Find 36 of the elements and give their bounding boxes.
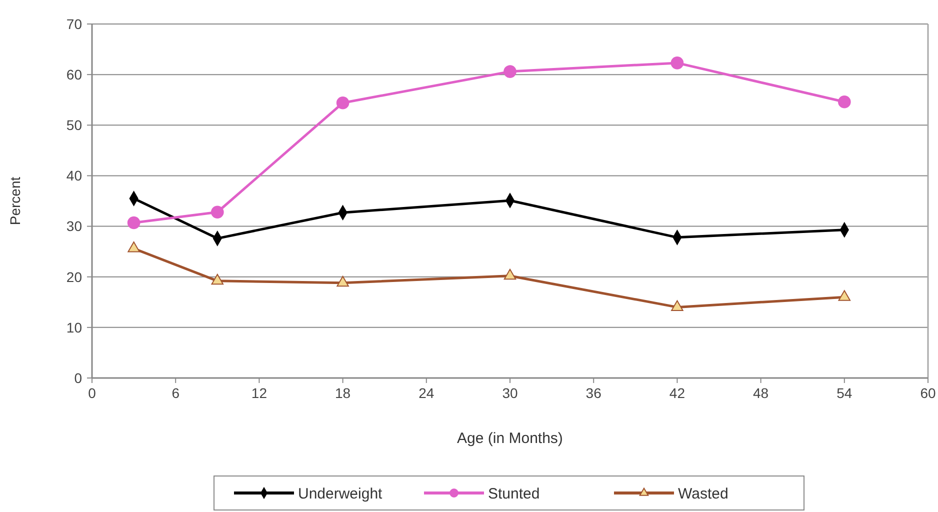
legend-label: Stunted [488, 485, 540, 502]
legend-label: Underweight [298, 485, 384, 502]
x-tick-label: 54 [836, 385, 852, 401]
point [671, 300, 684, 311]
x-tick-label: 6 [172, 385, 180, 401]
legend-label: Wasted [678, 485, 728, 502]
point [670, 56, 684, 70]
y-tick-label: 10 [66, 319, 82, 336]
x-tick-label: 0 [88, 385, 96, 401]
y-tick-label: 30 [66, 218, 82, 234]
point [838, 95, 851, 108]
x-tick-label: 18 [335, 385, 351, 401]
point [211, 274, 224, 285]
y-tick-label: 20 [66, 268, 82, 285]
x-axis-title: Age (in Months) [457, 430, 563, 447]
point [336, 96, 350, 110]
x-tick-label: 12 [251, 385, 268, 401]
y-tick-label: 50 [66, 117, 82, 134]
x-tick-label: 30 [502, 385, 518, 401]
point [504, 268, 516, 280]
point [838, 290, 851, 301]
y-axis-title: Percent [7, 176, 23, 226]
x-tick-label: 60 [920, 385, 936, 401]
x-tick-label: 24 [418, 385, 434, 401]
y-tick-label: 40 [66, 168, 82, 184]
point [504, 65, 516, 78]
point [210, 206, 224, 219]
point [336, 276, 349, 287]
x-tick-label: 36 [586, 385, 602, 401]
point [128, 242, 140, 252]
x-tick-label: 42 [669, 385, 686, 401]
y-tick-label: 0 [74, 370, 82, 386]
y-tick-label: 70 [66, 16, 82, 32]
y-tick-label: 60 [66, 66, 82, 82]
point [127, 216, 140, 230]
x-tick-label: 48 [753, 385, 769, 401]
